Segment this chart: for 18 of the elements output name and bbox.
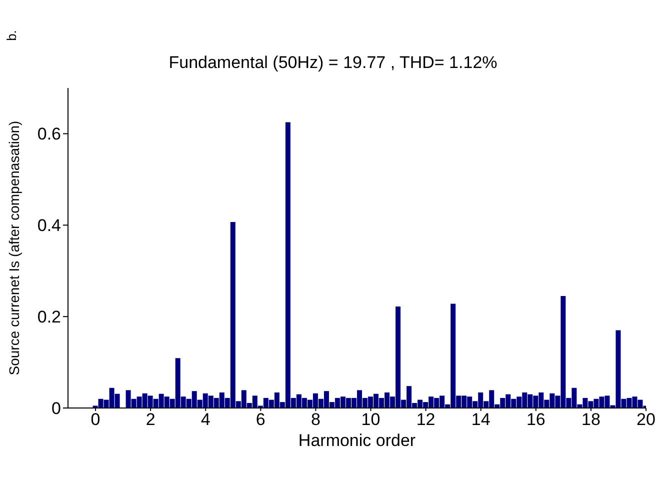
- x-tick-label: 12: [416, 410, 436, 430]
- x-tick-label: 16: [526, 410, 546, 430]
- chart-title: Fundamental (50Hz) = 19.77 , THD= 1.12%: [168, 53, 498, 73]
- x-tick-label: 2: [146, 410, 156, 430]
- y-tick-label: 0.4: [37, 216, 61, 236]
- y-tick-label: 0.6: [37, 124, 61, 144]
- x-tick-label: 14: [471, 410, 490, 430]
- x-tick-label: 6: [256, 410, 266, 430]
- x-tick-label: 4: [200, 410, 210, 430]
- x-tick-label: 0: [90, 410, 100, 430]
- x-tick-label: 8: [310, 410, 320, 430]
- y-tick-label: 0.2: [37, 308, 61, 327]
- x-tick-label: 10: [361, 410, 380, 430]
- text: b.: [4, 30, 19, 41]
- x-tick-label: 20: [636, 410, 656, 430]
- y-axis-title: Source currenet Is (after compenasation): [6, 120, 22, 376]
- x-tick-label: 18: [581, 410, 600, 430]
- x-axis-title: Harmonic order: [298, 431, 416, 450]
